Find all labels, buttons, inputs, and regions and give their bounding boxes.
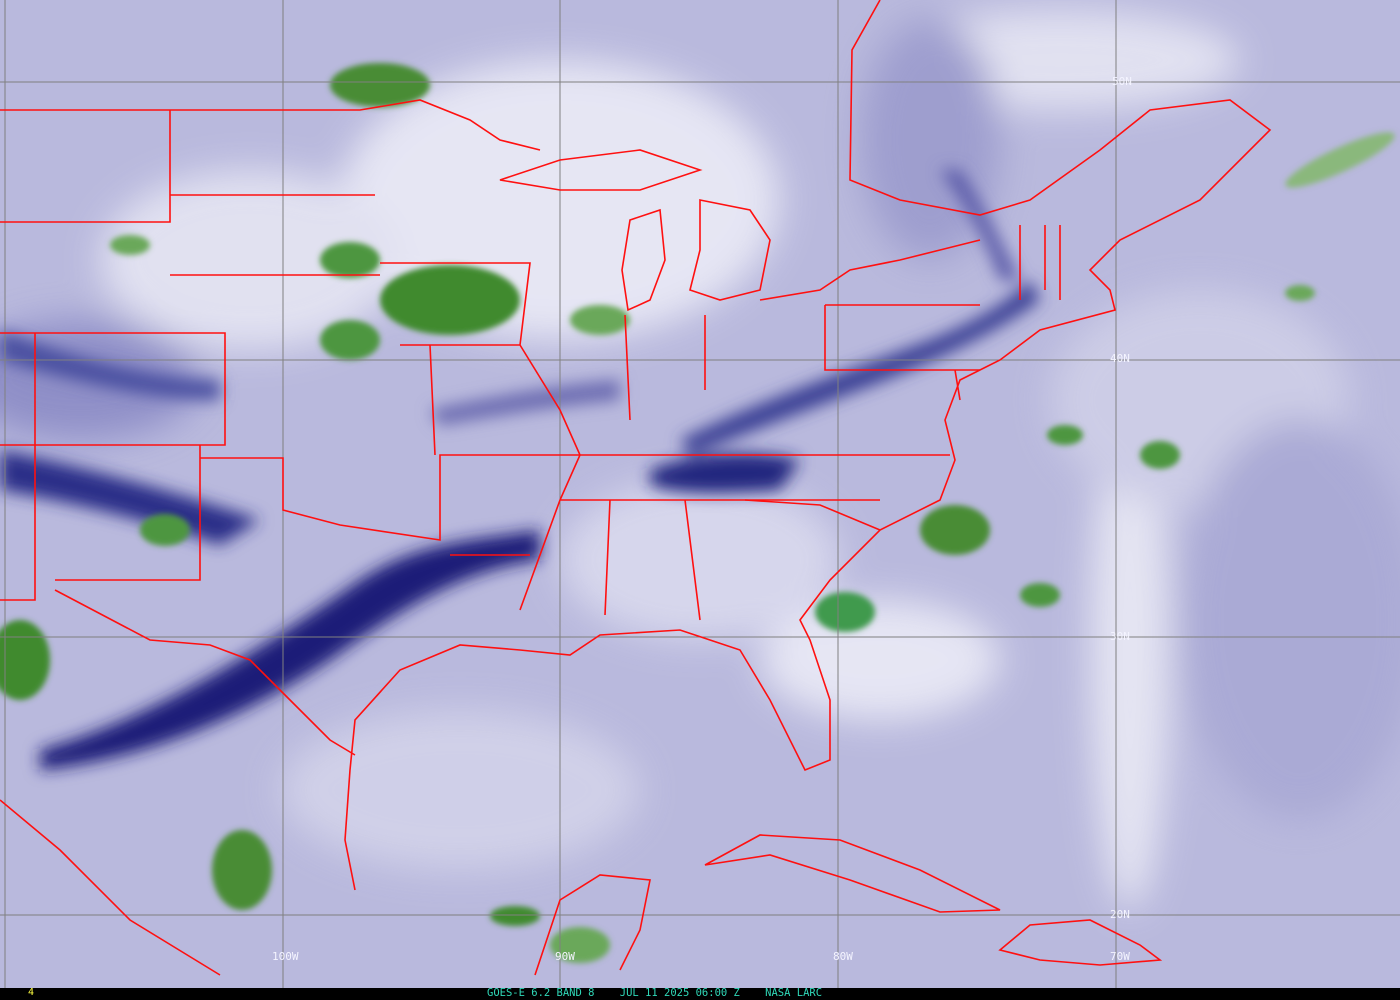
lat-label-50n: 50N xyxy=(1112,75,1132,88)
michigan-lower xyxy=(689,199,771,301)
yucatan-coast xyxy=(534,874,651,976)
lake-superior xyxy=(499,149,703,191)
gulf-atlantic-coastline xyxy=(344,0,1272,891)
lon-label-100w: 100W xyxy=(272,950,299,963)
hispaniola xyxy=(998,919,1163,966)
political-boundaries xyxy=(0,0,1272,976)
mexico-pacific-coast xyxy=(0,799,221,976)
state-lines-east xyxy=(744,225,1061,531)
lat-label-20n: 20N xyxy=(1110,908,1130,921)
cloud-tops xyxy=(0,63,1395,963)
lake-erie-ontario xyxy=(759,239,981,301)
lon-label-90w: 90W xyxy=(555,950,575,963)
lake-michigan xyxy=(621,208,666,312)
state-lines-central xyxy=(380,262,950,621)
canada-border xyxy=(0,99,541,151)
image-caption: GOES-E 6.2 BAND 8 JUL 11 2025 06:00 Z NA… xyxy=(487,987,823,999)
lon-label-80w: 80W xyxy=(833,950,853,963)
caption-bar: 4 GOES-E 6.2 BAND 8 JUL 11 2025 06:00 Z … xyxy=(0,987,1400,1000)
cuba xyxy=(704,834,1001,913)
lon-label-70w: 70W xyxy=(1110,950,1130,963)
frame-number: 4 xyxy=(28,987,35,998)
lat-label-40n: 40N xyxy=(1110,352,1130,365)
mexico-border xyxy=(54,589,356,756)
lat-label-30n: 30N xyxy=(1110,630,1130,643)
state-lines-west xyxy=(0,110,560,601)
